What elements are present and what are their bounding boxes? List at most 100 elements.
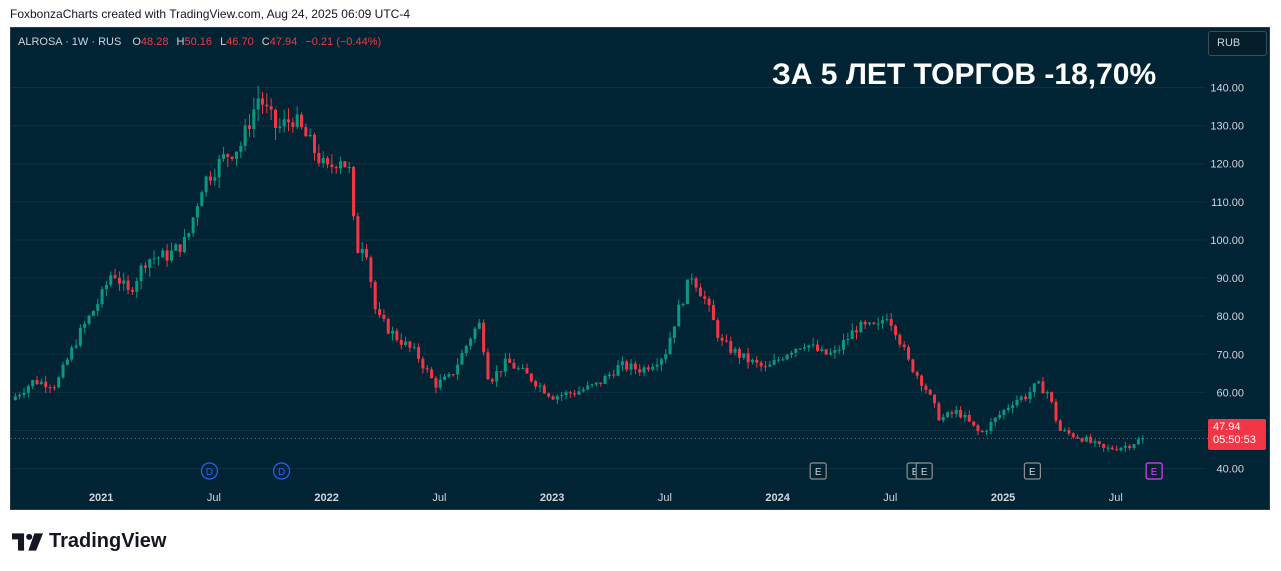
chart-caption: FoxbonzaCharts created with TradingView.…	[10, 7, 411, 21]
candle-body	[785, 354, 789, 360]
candle-body	[104, 284, 108, 290]
candle-body	[690, 278, 694, 280]
tradingview-logo[interactable]: TradingView	[12, 530, 166, 553]
candle-body	[486, 352, 490, 380]
candle-body	[182, 236, 186, 252]
candle-body	[946, 412, 950, 417]
candle-body	[200, 192, 204, 207]
candle-body	[603, 375, 607, 384]
candle-body	[941, 416, 945, 421]
time-tick-label: Jul	[658, 492, 672, 504]
tradingview-logo-text: TradingView	[49, 530, 167, 552]
candle-body	[109, 275, 113, 285]
currency-button[interactable]: RUB	[1208, 31, 1267, 56]
candle-body	[1106, 447, 1110, 449]
candle-body	[417, 347, 421, 359]
candle-body	[169, 250, 173, 261]
candle-body	[378, 309, 382, 315]
candle-body	[811, 344, 815, 346]
candle-body	[729, 341, 733, 353]
candle-body	[915, 372, 919, 376]
candle-body	[889, 319, 893, 326]
candle-body	[815, 344, 819, 351]
candle-body	[820, 349, 824, 351]
price-tick-label: 120.00	[1210, 159, 1244, 171]
candle-body	[547, 393, 551, 397]
price-axis: 40.0050.0060.0070.0080.0090.00100.00110.…	[1210, 83, 1244, 476]
candle-body	[898, 335, 902, 345]
candle-body	[1119, 447, 1123, 451]
candle-body	[659, 359, 663, 365]
candle-body	[356, 216, 360, 254]
candle-body	[221, 154, 225, 159]
candle-body	[876, 323, 880, 325]
candle-body	[273, 109, 277, 128]
candle-body	[967, 414, 971, 422]
event-marker-label: E	[815, 467, 822, 478]
candle-body	[950, 412, 954, 414]
candle-body	[959, 409, 963, 418]
candle-body	[26, 386, 30, 393]
candle-body	[1080, 438, 1084, 442]
candle-body	[807, 345, 811, 348]
candle-body	[963, 414, 967, 418]
candlestick-chart[interactable]: 40.0050.0060.0070.0080.0090.00100.00110.…	[11, 28, 1269, 509]
candle-body	[126, 280, 130, 290]
bar-countdown: 05:50:53	[1213, 434, 1256, 446]
candle-body	[165, 250, 169, 261]
candle-body	[252, 109, 256, 129]
candle-body	[360, 249, 364, 254]
candle-body	[668, 337, 672, 355]
time-tick-label: Jul	[883, 492, 897, 504]
candle-body	[113, 275, 117, 278]
candle-body	[742, 353, 746, 358]
event-marker-label: E	[912, 467, 919, 478]
candle-body	[174, 244, 178, 251]
candle-body	[573, 393, 577, 395]
candle-body	[391, 330, 395, 334]
event-marker-label: E	[921, 467, 928, 478]
candle-body	[434, 378, 438, 388]
candle-body	[65, 359, 69, 365]
candle-body	[334, 167, 338, 169]
candle-body	[863, 321, 867, 325]
candle-body	[638, 369, 642, 373]
candle-body	[1024, 396, 1028, 400]
candle-body	[1141, 438, 1145, 440]
candle-body	[868, 322, 872, 325]
candle-body	[1132, 444, 1136, 448]
candle-body	[39, 381, 43, 385]
candle-body	[551, 396, 555, 400]
candle-body	[499, 371, 503, 373]
candle-body	[503, 358, 507, 372]
candle-body	[586, 385, 590, 390]
candle-body	[161, 250, 165, 258]
candle-body	[352, 167, 356, 217]
time-tick-label: Jul	[207, 492, 221, 504]
candle-body	[976, 425, 980, 432]
candle-body	[425, 368, 429, 370]
candle-body	[842, 340, 846, 350]
candle-body	[907, 346, 911, 360]
candle-body	[737, 349, 741, 358]
candle-body	[74, 345, 78, 348]
candle-body	[48, 387, 52, 389]
candle-body	[1015, 399, 1019, 406]
candle-body	[802, 347, 806, 349]
candle-body	[239, 145, 243, 152]
candle-body	[469, 338, 473, 346]
open-label: O	[132, 36, 141, 48]
candle-body	[247, 125, 251, 129]
candle-body	[451, 374, 455, 376]
candle-body	[1019, 396, 1023, 400]
candle-body	[44, 381, 48, 388]
price-tick-label: 60.00	[1216, 387, 1244, 399]
low-value: 46.70	[226, 36, 254, 48]
chart-panel[interactable]: 40.0050.0060.0070.0080.0090.00100.00110.…	[10, 27, 1270, 510]
candle-body	[724, 340, 728, 342]
candle-body	[1006, 407, 1010, 410]
candle-body	[464, 345, 468, 354]
candle-body	[234, 151, 238, 159]
candle-body	[482, 322, 486, 353]
